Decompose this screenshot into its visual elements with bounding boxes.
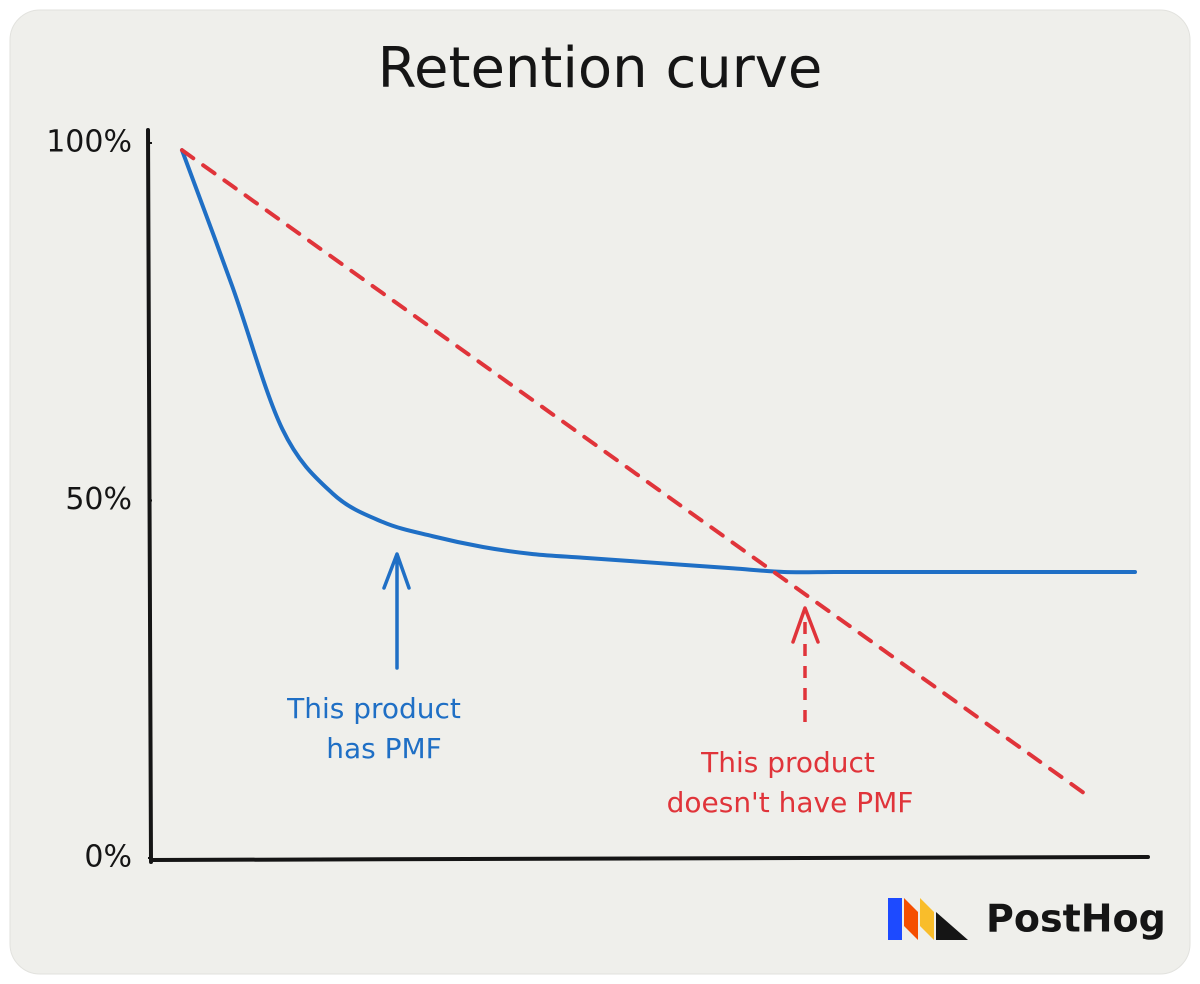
annotation: has PMF (326, 732, 442, 765)
annotation: doesn't have PMF (667, 786, 914, 819)
y-axis (146, 128, 153, 864)
annotation: This product (700, 746, 875, 779)
annotation: This product (286, 692, 461, 725)
series-line (180, 148, 1087, 796)
y-tick-label: 50% (65, 482, 132, 517)
logo-text: PostHog (986, 897, 1166, 941)
y-tick-label: 0% (84, 840, 132, 875)
chart-title: Retention curve (378, 36, 823, 101)
x-axis (149, 855, 1150, 862)
y-tick-label: 100% (46, 125, 132, 160)
logo-mark (888, 898, 968, 940)
pmf-arrow (382, 552, 411, 670)
card (9, 9, 1191, 975)
no-pmf-arrowhead (791, 606, 820, 644)
series-line (180, 148, 1137, 575)
